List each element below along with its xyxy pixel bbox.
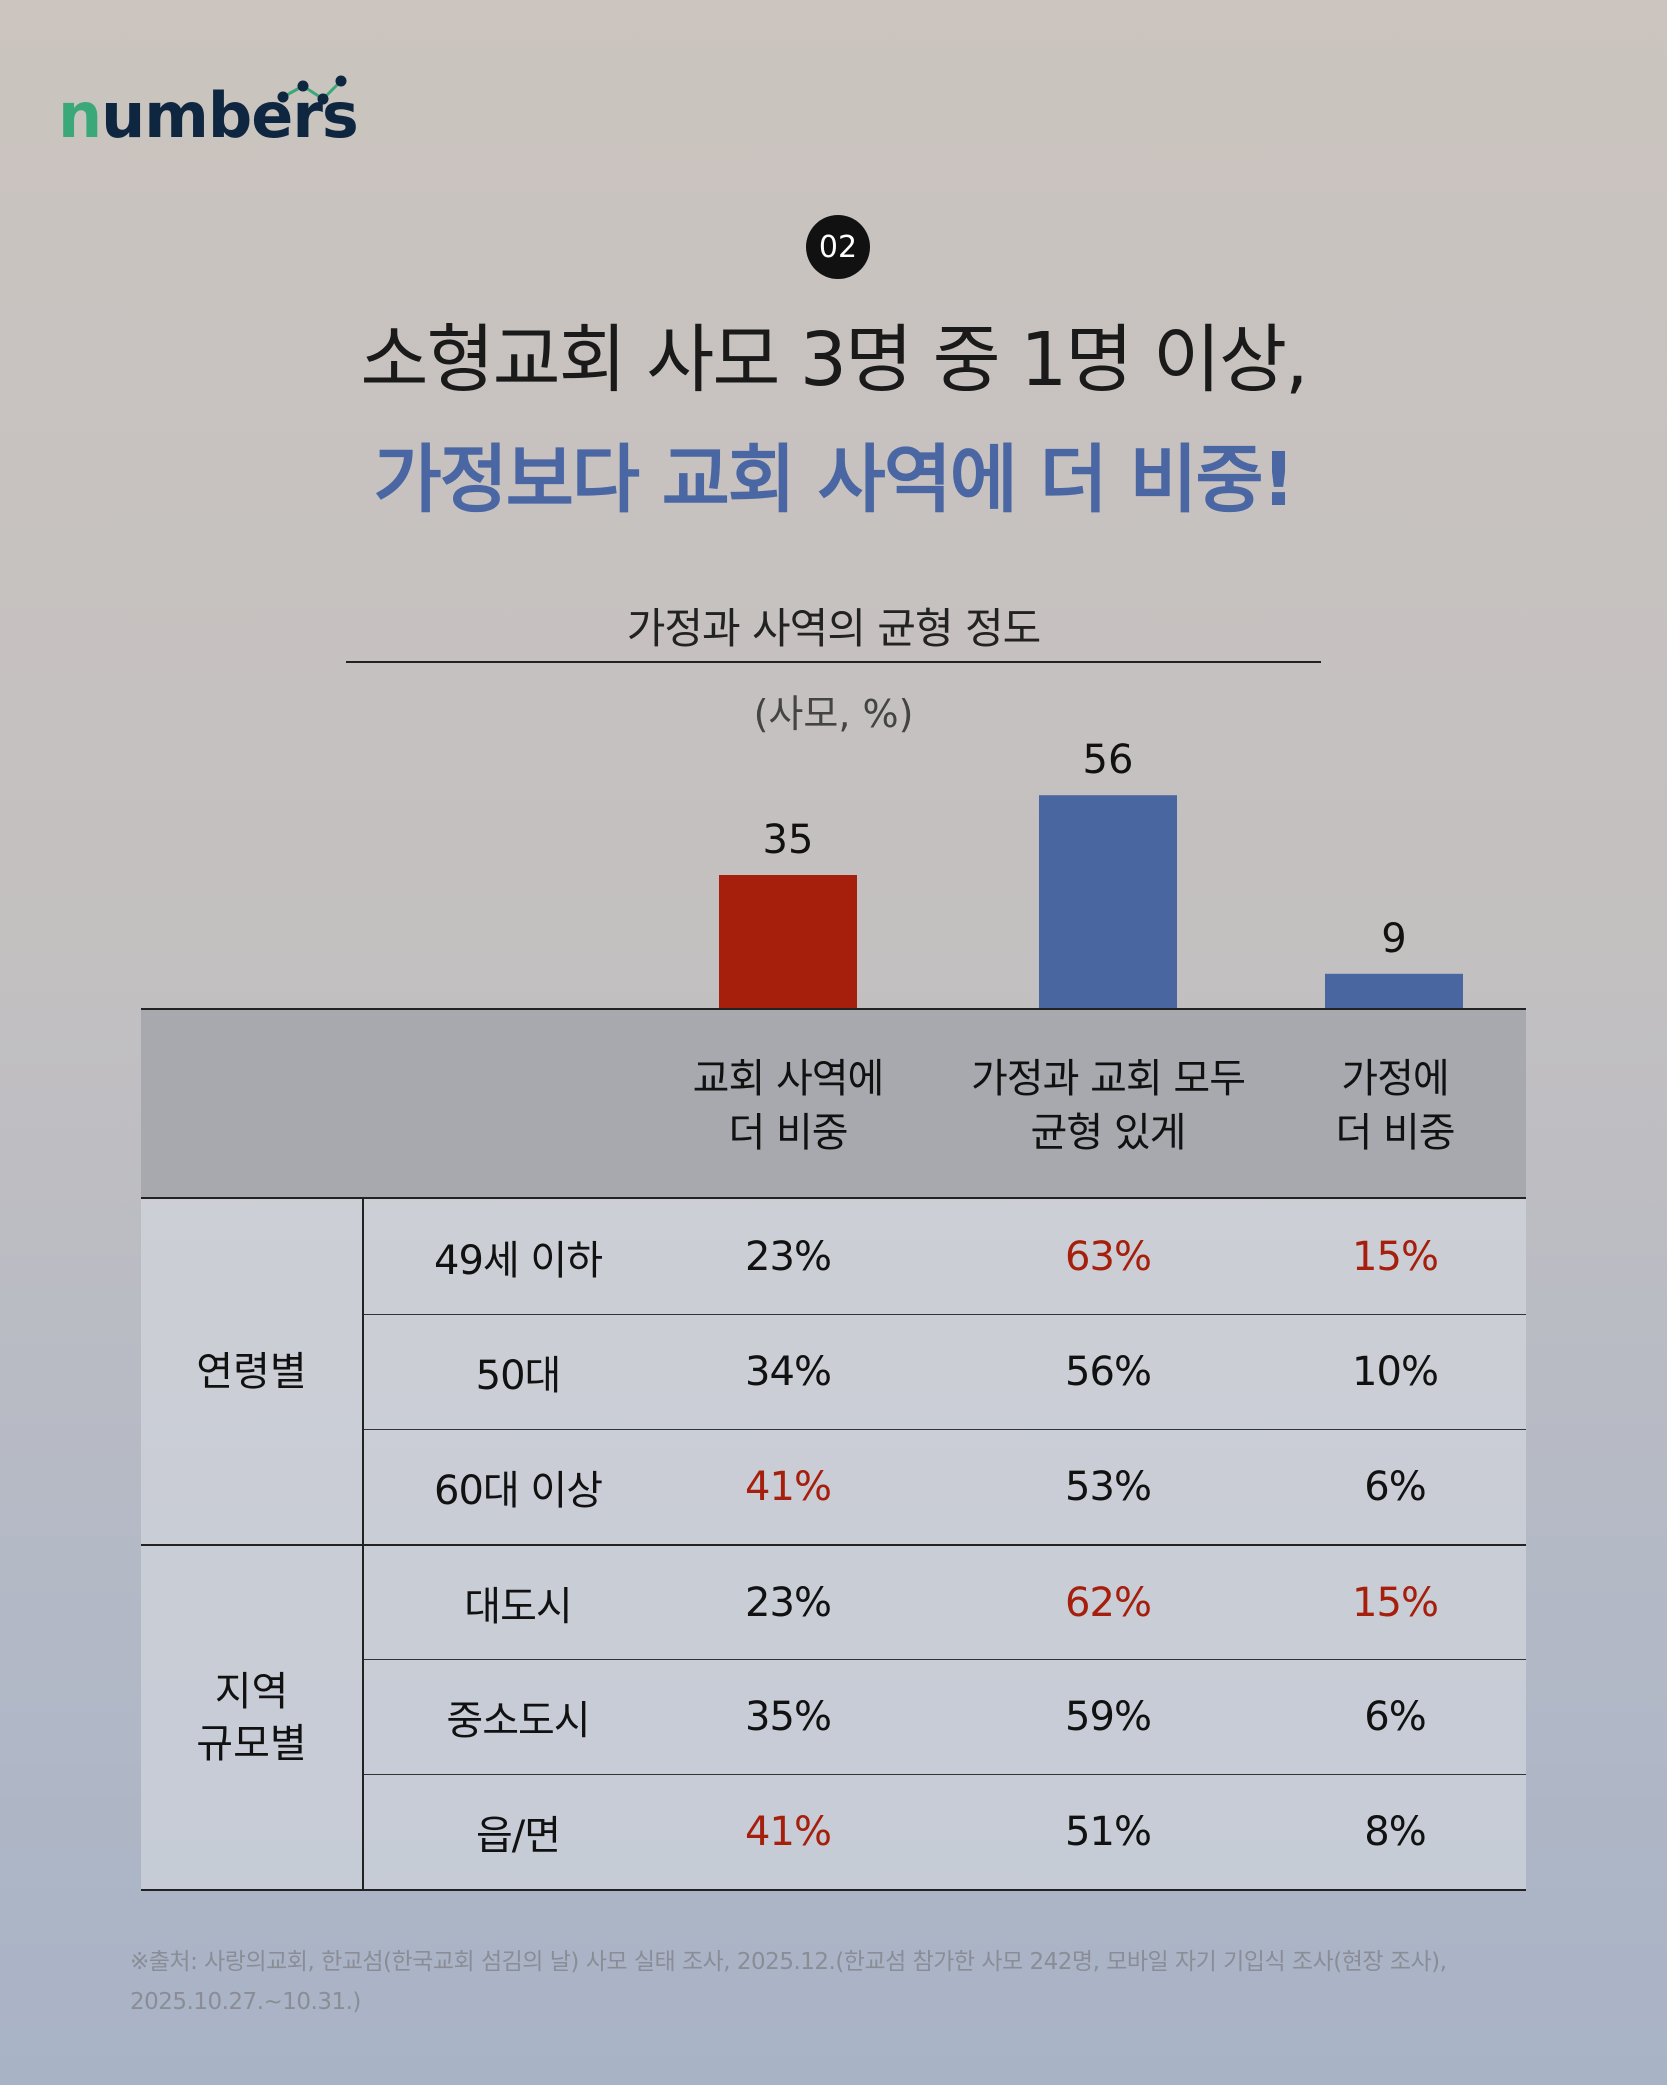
table-cell: 6%	[1364, 1694, 1426, 1740]
row-label: 50대	[475, 1353, 562, 1399]
breakdown-table: 교회 사역에 더 비중 가정과 교회 모두 균형 있게 가정에 더 비중 연령별 49세…	[141, 1008, 1526, 1891]
chart-title: 가정과 사역의 균형 정도	[626, 604, 1041, 653]
table-cell: 41%	[745, 1464, 832, 1510]
table-cell: 8%	[1364, 1809, 1426, 1855]
header-family: 가정에 더 비중	[1335, 1056, 1455, 1156]
bar-2	[1039, 795, 1177, 1008]
svg-text:numbers: numbers	[58, 79, 358, 145]
table-cell: 59%	[1065, 1694, 1152, 1740]
table-cell: 35%	[745, 1694, 832, 1740]
table-cell: 6%	[1364, 1464, 1426, 1510]
bar-chart: 35 56 9	[719, 737, 1463, 1008]
group-label: 지역 규모별	[141, 1544, 364, 1889]
table-cell: 23%	[745, 1233, 832, 1280]
title-divider	[346, 661, 1321, 663]
row-label: 중소도시	[446, 1698, 590, 1744]
row-label: 49세 이하	[433, 1237, 603, 1284]
table-cell: 10%	[1352, 1349, 1439, 1395]
source-note: ※출처: 사랑의교회, 한교섬(한국교회 섬김의 날) 사모 실태 조사, 20…	[130, 1942, 1570, 2022]
table-cell: 51%	[1065, 1809, 1152, 1855]
section-number-badge: 02	[806, 215, 870, 279]
bar-value-label: 56	[1083, 737, 1134, 783]
table-cell: 34%	[745, 1349, 832, 1395]
table-row: 60대 이상 41% 53% 6%	[364, 1429, 1526, 1544]
table-cell: 23%	[745, 1579, 832, 1626]
bar-value-label: 35	[763, 817, 814, 863]
chart-unit: (사모, %)	[753, 692, 914, 736]
bar-value-label: 9	[1381, 916, 1406, 962]
row-label: 대도시	[464, 1583, 572, 1630]
table-row: 49세 이하 23% 63% 15%	[364, 1199, 1526, 1314]
row-label: 읍/면	[475, 1813, 561, 1859]
table-header: 교회 사역에 더 비중 가정과 교회 모두 균형 있게 가정에 더 비중	[141, 1010, 1526, 1199]
table-cell: 15%	[1352, 1233, 1439, 1280]
bar-3	[1325, 973, 1463, 1008]
row-label: 60대 이상	[433, 1468, 603, 1514]
table-row: 50대 34% 56% 10%	[364, 1314, 1526, 1429]
bar-1	[719, 875, 857, 1008]
headline-line1: 소형교회 사모 3명 중 1명 이상,	[360, 317, 1308, 403]
table-cell: 53%	[1065, 1464, 1152, 1510]
headline-line2: 가정보다 교회 사역에 더 비중!	[373, 437, 1296, 523]
source-line2: 2025.10.27.~10.31.)	[130, 1989, 361, 2015]
numbers-logo: numbers	[58, 55, 359, 152]
table-cell: 62%	[1065, 1579, 1152, 1626]
table-cell: 63%	[1065, 1233, 1152, 1280]
table-body: 연령별 49세 이하 23% 63% 15% 50대 34% 56% 10% 60대 이상 41% 5…	[141, 1199, 1526, 1889]
table-row: 읍/면 41% 51% 8%	[364, 1774, 1526, 1889]
table-cell: 56%	[1065, 1349, 1152, 1395]
table-cell: 41%	[745, 1809, 832, 1855]
source-line1: ※출처: 사랑의교회, 한교섬(한국교회 섬김의 날) 사모 실태 조사, 20…	[130, 1949, 1447, 1975]
table-row: 중소도시 35% 59% 6%	[364, 1659, 1526, 1774]
header-church: 교회 사역에 더 비중	[692, 1056, 885, 1156]
table-cell: 15%	[1352, 1579, 1439, 1626]
table-row: 대도시 23% 62% 15%	[364, 1544, 1526, 1659]
group-label: 연령별	[141, 1199, 364, 1544]
header-balanced: 가정과 교회 모두 균형 있게	[970, 1056, 1246, 1156]
